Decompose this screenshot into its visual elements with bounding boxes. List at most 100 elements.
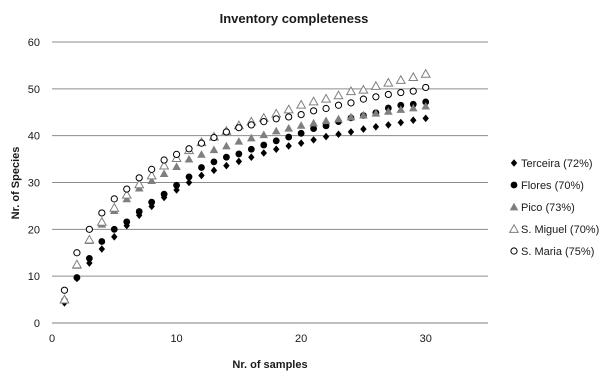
legend-label: S. Miguel (70%) <box>521 224 599 236</box>
series-3-points <box>59 68 431 304</box>
data-point <box>347 128 355 136</box>
data-point <box>421 101 431 110</box>
legend-label: Terceira (72%) <box>521 158 593 170</box>
x-tick-label: 30 <box>420 333 432 345</box>
data-point <box>272 137 280 145</box>
data-point <box>110 225 118 233</box>
data-point <box>135 208 143 215</box>
data-point <box>235 150 243 158</box>
data-point <box>422 98 430 106</box>
data-point <box>359 110 368 119</box>
data-point <box>172 150 181 158</box>
data-point <box>271 126 281 135</box>
data-point <box>422 83 430 92</box>
data-point <box>371 108 381 117</box>
data-point <box>98 238 106 245</box>
data-point <box>222 128 230 136</box>
legend-label: Pico (73%) <box>521 202 575 214</box>
data-point <box>370 80 382 90</box>
data-point <box>223 161 230 170</box>
data-point <box>310 107 318 115</box>
data-point <box>159 169 169 178</box>
data-point <box>335 130 342 139</box>
legend-marker <box>510 247 518 255</box>
data-point <box>147 176 156 185</box>
y-tick-label: 0 <box>34 318 40 330</box>
data-point <box>310 136 317 144</box>
data-point <box>259 130 269 139</box>
data-point <box>322 122 330 130</box>
data-point <box>123 185 131 193</box>
data-point <box>209 145 219 154</box>
data-point <box>210 166 218 175</box>
data-point <box>160 190 168 198</box>
data-point <box>197 139 206 147</box>
data-point <box>359 95 368 103</box>
data-point <box>285 142 292 150</box>
data-point <box>247 121 255 129</box>
data-point <box>285 133 293 141</box>
data-point <box>148 165 156 173</box>
data-point <box>322 104 330 113</box>
legend: Terceira (72%) Flores (70%) Pico (73%) S. M… <box>508 158 599 258</box>
data-point <box>71 259 83 269</box>
data-point <box>109 202 120 212</box>
data-point <box>397 88 405 97</box>
legend-item: Terceira (72%) <box>510 158 593 170</box>
data-point <box>198 164 205 171</box>
legend-marker <box>510 181 518 189</box>
data-point <box>184 154 194 163</box>
data-point <box>420 68 431 78</box>
data-point <box>85 225 93 233</box>
data-point <box>210 158 218 166</box>
chart-title: Inventory completeness <box>220 11 369 26</box>
data-point <box>158 160 170 170</box>
data-point <box>160 156 168 164</box>
data-point <box>384 90 392 99</box>
data-point <box>198 171 205 180</box>
data-point <box>410 116 417 125</box>
data-point <box>308 96 319 106</box>
data-point <box>185 178 193 187</box>
data-point <box>273 145 280 154</box>
data-point <box>73 249 81 257</box>
data-point <box>60 286 69 294</box>
x-tick-label: 10 <box>170 333 182 345</box>
data-point <box>86 259 93 267</box>
x-tick-labels: 0 10 20 30 <box>49 333 432 345</box>
x-tick-label: 20 <box>295 333 307 345</box>
legend-marker <box>509 202 519 211</box>
data-point <box>408 71 419 82</box>
data-point <box>372 122 380 131</box>
legend-item: Pico (73%) <box>509 202 575 214</box>
data-point <box>310 125 317 133</box>
y-tick-label: 30 <box>28 178 40 190</box>
data-point <box>247 133 256 142</box>
data-point <box>334 101 343 109</box>
data-point <box>235 124 243 132</box>
data-point <box>98 245 106 253</box>
data-point <box>260 118 268 126</box>
data-point <box>320 93 332 103</box>
data-point <box>297 129 305 137</box>
legend-marker <box>508 223 520 233</box>
data-point <box>260 141 268 149</box>
data-point <box>96 216 107 226</box>
data-point <box>247 145 255 153</box>
data-points <box>59 68 431 307</box>
data-point <box>84 234 95 244</box>
y-tick-label: 40 <box>28 131 40 143</box>
legend-item: S. Miguel (70%) <box>508 223 599 236</box>
y-tick-label: 50 <box>28 84 40 96</box>
data-point <box>121 189 132 199</box>
data-point <box>395 74 406 84</box>
data-point <box>297 139 305 147</box>
data-point <box>135 174 143 182</box>
data-point <box>309 118 318 127</box>
data-point <box>297 110 305 119</box>
data-point <box>185 173 193 181</box>
legend-item: S. Maria (75%) <box>510 246 594 258</box>
data-point <box>346 112 356 121</box>
x-tick-label: 0 <box>49 333 55 345</box>
